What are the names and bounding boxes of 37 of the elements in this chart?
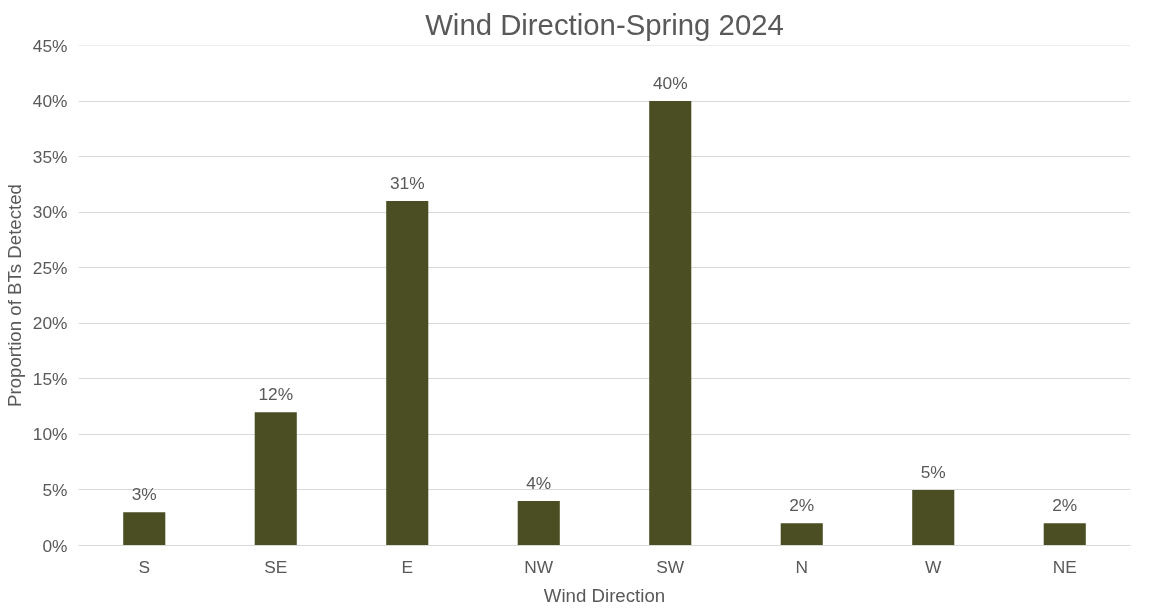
y-tick-label: 35% [32,146,68,167]
x-tick-label: S [138,556,151,577]
bar [386,201,429,546]
x-tick-label: W [925,556,943,577]
bar [912,489,955,546]
x-axis-title: Wind Direction [543,584,666,606]
data-label: 5% [920,461,946,482]
y-tick-label: 20% [32,313,68,334]
y-tick-label: 0% [42,535,68,556]
y-tick-label: 5% [42,479,68,500]
x-tick-label: N [795,556,809,577]
data-label: 31% [389,173,425,194]
data-label: 12% [258,384,294,405]
x-tick-label: NE [1052,556,1077,577]
x-tick-label: SE [264,556,288,577]
y-axis-title: Proportion of BTs Detected [3,184,25,407]
x-tick-label: SW [656,556,685,577]
bar [649,101,692,546]
y-tick-label: 10% [32,424,68,445]
bar [517,501,560,546]
x-tick-label: NW [524,556,554,577]
y-tick-label: 30% [32,202,68,223]
data-label: 3% [131,484,157,505]
data-label: 40% [652,73,688,94]
bar [780,523,823,546]
bar [254,412,297,546]
x-tick-label: E [401,556,414,577]
bar [1043,523,1086,546]
y-tick-label: 25% [32,257,68,278]
chart-title: Wind Direction-Spring 2024 [425,7,784,41]
y-tick-label: 40% [32,91,68,112]
data-label: 4% [526,473,552,494]
bar [123,512,166,546]
y-tick-label: 45% [32,35,68,56]
y-tick-label: 15% [32,368,68,389]
data-label: 2% [1052,495,1078,516]
data-label: 2% [789,495,815,516]
